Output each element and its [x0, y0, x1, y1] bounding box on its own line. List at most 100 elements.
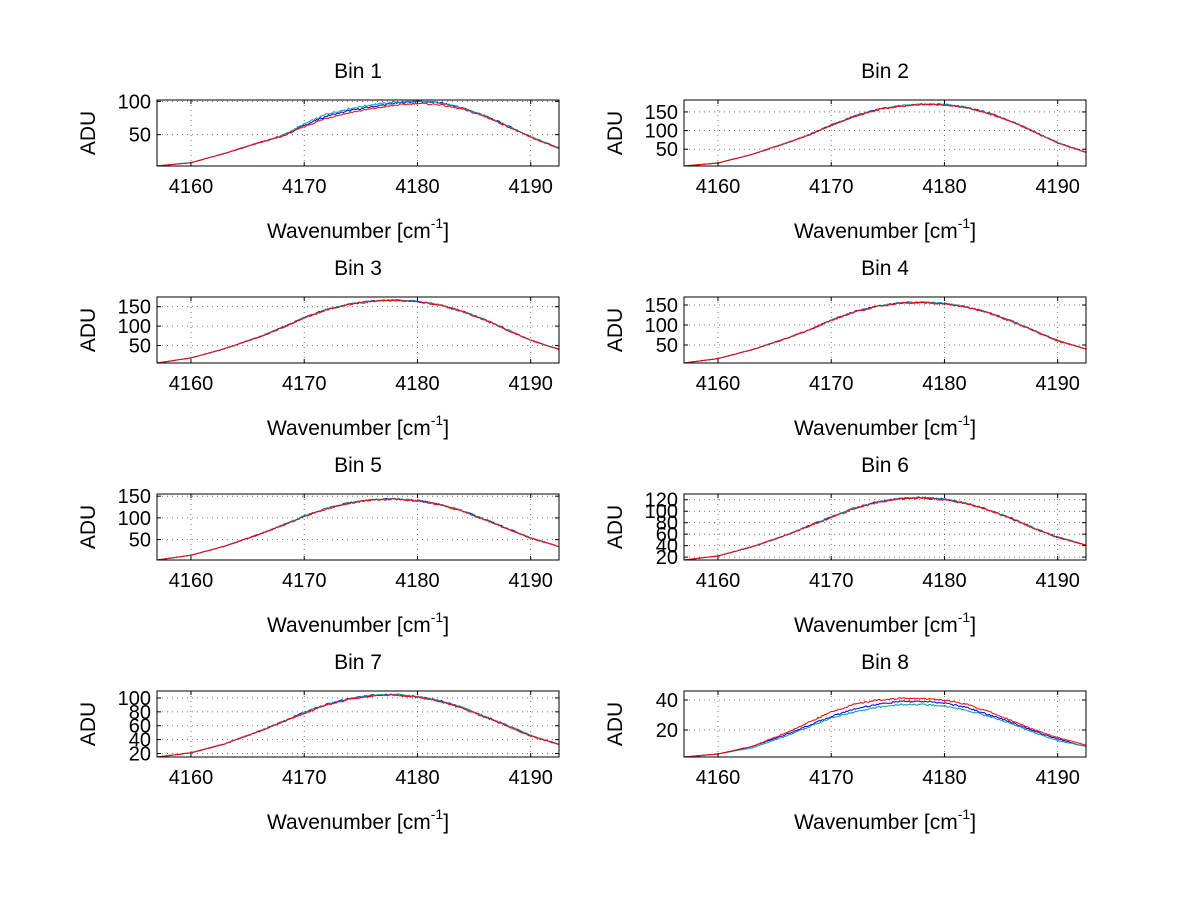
- x-axis-label-end: ]: [443, 614, 449, 637]
- y-tick-label: 50: [129, 530, 151, 552]
- x-tick-label: 4170: [809, 373, 854, 395]
- x-axis-label-main: Wavenumber [cm: [267, 417, 431, 440]
- x-axis-label-end: ]: [970, 614, 976, 637]
- series-line-3: [157, 694, 559, 757]
- x-axis-label: Wavenumber [cm-1]: [794, 806, 976, 834]
- subplot-title: Bin 8: [861, 651, 909, 674]
- y-tick-label: 40: [656, 536, 678, 558]
- axes-frame: [683, 690, 1087, 758]
- x-axis-label-end: ]: [443, 811, 449, 834]
- x-tick-label: 4170: [282, 176, 327, 198]
- x-axis-label: Wavenumber [cm-1]: [794, 412, 976, 440]
- y-tick-label: 100: [118, 316, 151, 338]
- x-axis-label: Wavenumber [cm-1]: [267, 215, 449, 243]
- x-axis-label-sup: -1: [958, 609, 971, 625]
- x-axis-label-sup: -1: [431, 609, 444, 625]
- x-tick-label: 4180: [395, 373, 440, 395]
- x-tick-label: 4180: [922, 373, 967, 395]
- y-tick-label: 60: [656, 524, 678, 546]
- y-axis-label: ADU: [604, 111, 627, 155]
- x-axis-label-sup: -1: [431, 412, 444, 428]
- series-line-1: [684, 496, 1086, 560]
- x-tick-label: 4180: [395, 570, 440, 592]
- subplot-title: Bin 6: [861, 454, 909, 477]
- x-tick-label: 4160: [169, 373, 214, 395]
- subplot-8: 4160 4170 4180 4190 20 40 Bin 8 Wavenumber [cm-…: [604, 651, 1087, 834]
- y-tick-label: 80: [656, 513, 678, 535]
- subplot-title: Bin 5: [334, 454, 382, 477]
- x-tick-label: 4180: [395, 767, 440, 789]
- x-axis-label-main: Wavenumber [cm: [794, 417, 958, 440]
- y-tick-label: 100: [118, 508, 151, 530]
- y-axis-label: ADU: [604, 702, 627, 746]
- y-tick-label: 80: [129, 702, 151, 724]
- series-line-3: [157, 299, 559, 363]
- x-tick-label: 4190: [508, 373, 553, 395]
- y-tick-label: 20: [129, 744, 151, 766]
- x-axis-label-sup: -1: [958, 215, 971, 231]
- x-axis-label-sup: -1: [431, 215, 444, 231]
- x-tick-label: 4160: [169, 767, 214, 789]
- y-tick-label: 20: [656, 547, 678, 569]
- y-tick-label: 100: [118, 688, 151, 710]
- x-axis-label-end: ]: [970, 811, 976, 834]
- y-tick-label: 50: [656, 335, 678, 357]
- y-tick-label: 150: [645, 102, 678, 124]
- x-axis-label: Wavenumber [cm-1]: [267, 412, 449, 440]
- series-line-1: [684, 301, 1086, 363]
- series-line-2: [157, 497, 559, 560]
- y-axis-label: ADU: [77, 308, 100, 352]
- x-axis-label-end: ]: [970, 220, 976, 243]
- y-tick-label: 150: [645, 295, 678, 317]
- x-tick-label: 4180: [922, 767, 967, 789]
- x-tick-label: 4190: [1035, 570, 1080, 592]
- y-axis-label: ADU: [77, 111, 100, 155]
- series-line-3: [157, 102, 559, 166]
- y-tick-label: 50: [129, 125, 151, 147]
- x-tick-label: 4160: [169, 570, 214, 592]
- y-axis-label: ADU: [77, 702, 100, 746]
- x-tick-label: 4160: [696, 373, 741, 395]
- y-tick-label: 100: [645, 501, 678, 523]
- series-line-3: [684, 301, 1086, 363]
- series-line-3: [157, 498, 559, 560]
- x-tick-label: 4190: [1035, 373, 1080, 395]
- x-axis-label-main: Wavenumber [cm: [794, 811, 958, 834]
- y-tick-label: 100: [118, 91, 151, 113]
- x-tick-label: 4170: [809, 570, 854, 592]
- x-tick-label: 4180: [395, 176, 440, 198]
- axes-frame: [156, 99, 560, 167]
- x-tick-label: 4170: [809, 767, 854, 789]
- y-tick-label: 20: [656, 720, 678, 742]
- axes-frame: [156, 690, 560, 758]
- series-line-2: [684, 496, 1086, 560]
- y-axis-label: ADU: [604, 308, 627, 352]
- x-axis-label-main: Wavenumber [cm: [794, 614, 958, 637]
- x-tick-label: 4170: [282, 373, 327, 395]
- y-tick-label: 150: [118, 297, 151, 319]
- y-axis-label: ADU: [77, 505, 100, 549]
- x-tick-label: 4160: [696, 767, 741, 789]
- x-tick-label: 4190: [1035, 176, 1080, 198]
- series-line-1: [157, 100, 559, 166]
- x-axis-label-main: Wavenumber [cm: [267, 811, 431, 834]
- x-tick-label: 4190: [508, 570, 553, 592]
- subplot-title: Bin 7: [334, 651, 382, 674]
- x-tick-label: 4160: [169, 176, 214, 198]
- x-tick-label: 4170: [282, 767, 327, 789]
- axes-frame: [156, 296, 560, 364]
- series-line-3: [684, 496, 1086, 560]
- x-tick-label: 4190: [1035, 767, 1080, 789]
- x-tick-label: 4190: [508, 176, 553, 198]
- series-line-2: [157, 100, 559, 166]
- series-line-2: [684, 703, 1086, 757]
- x-axis-label-sup: -1: [431, 806, 444, 822]
- y-axis-label: ADU: [604, 505, 627, 549]
- subplot-1: 4160 4170 4180 4190 50 100 Bin 1 Wavenumber [cm…: [77, 60, 560, 243]
- x-axis-label-end: ]: [443, 417, 449, 440]
- y-tick-label: 50: [129, 336, 151, 358]
